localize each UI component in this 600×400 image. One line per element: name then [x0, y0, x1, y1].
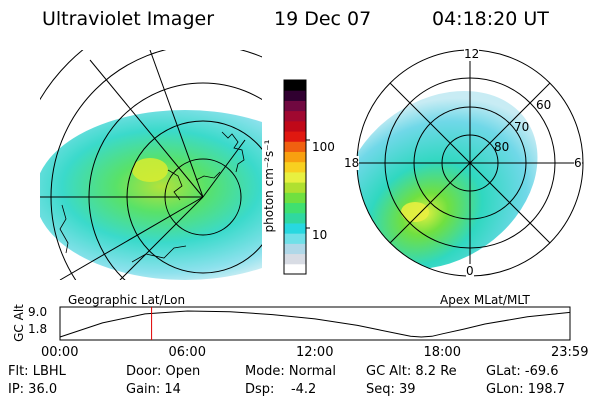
mlat-label-70: 70: [514, 120, 530, 134]
colorbar-segment: [284, 80, 306, 91]
geographic-map: [40, 50, 262, 280]
timeline-frame: [59, 306, 571, 341]
coastline: [131, 245, 187, 263]
colorbar: [283, 79, 310, 275]
instrument-title: Ultraviolet Imager: [42, 8, 215, 30]
date-label: 19 Dec 07: [274, 8, 372, 30]
altitude-axis-label: GC Alt: [12, 304, 26, 342]
time-tick-label: 18:00: [423, 345, 461, 360]
time-tick-label: 12:00: [296, 345, 334, 360]
coastline: [167, 169, 183, 201]
aurora-oval-right: [357, 90, 538, 270]
altitude-timeline: [59, 306, 571, 341]
colorbar-segment: [284, 192, 306, 204]
meridian-line: [149, 50, 204, 198]
colorbar-segment: [284, 131, 306, 142]
altitude-series-line: [59, 310, 571, 338]
info-field: Mode: Normal: [245, 364, 336, 379]
mlt-label-0: 0: [466, 264, 474, 278]
colorbar-segment: [284, 151, 306, 163]
colorbar-segment: [284, 100, 306, 112]
mlt-label-18: 18: [344, 156, 360, 170]
colorbar-segment: [284, 253, 306, 265]
info-field: IP: 36.0: [8, 382, 58, 397]
meridian-line: [202, 139, 246, 198]
colorbar-unit-label: photon cm⁻²s⁻¹: [262, 139, 276, 233]
mlt-label-12: 12: [464, 47, 480, 61]
colorbar-segment: [284, 141, 306, 152]
aurora-emission-left: [40, 110, 262, 280]
left-panel-caption: Geographic Lat/Lon: [68, 293, 186, 307]
info-field: Seq: 39: [366, 382, 416, 397]
colorbar-segment: [284, 182, 306, 193]
apex-polar-map: [356, 49, 584, 277]
info-field: GLat: -69.6: [486, 364, 559, 379]
time-tick-label: 00:00: [41, 345, 79, 360]
colorbar-segment: [284, 222, 306, 234]
colorbar-segment: [284, 90, 306, 101]
info-field: Gain: 14: [126, 382, 181, 397]
info-field: Dsp: -4.2: [245, 382, 317, 397]
meridian-line: [59, 196, 204, 280]
colorbar-tick-10: 10: [312, 228, 328, 242]
mlt-meridian: [389, 82, 551, 244]
info-field: Door: Open: [126, 364, 201, 379]
altitude-tick-high: 9.0: [28, 305, 48, 319]
colorbar-segment: [284, 120, 306, 132]
time-label: 04:18:20 UT: [432, 8, 549, 30]
time-tick-label: 06:00: [168, 345, 206, 360]
colorbar-segment: [284, 243, 306, 255]
coastline: [195, 171, 221, 181]
right-panel-caption: Apex MLat/MLT: [440, 293, 530, 307]
mlt-label-6: 6: [574, 156, 582, 170]
coastline: [59, 204, 69, 254]
colorbar-segment: [284, 110, 306, 122]
colorbar-segment: [284, 202, 306, 214]
info-field: Flt: LBHL: [8, 364, 66, 379]
info-field: GC Alt: 8.2 Re: [366, 364, 457, 379]
colorbar-segment: [284, 212, 306, 224]
info-field: GLon: 198.7: [486, 382, 566, 397]
altitude-tick-low: 1.8: [28, 322, 48, 336]
colorbar-segment: [284, 263, 306, 275]
meridian-line: [89, 59, 204, 198]
time-tick-label: 23:59: [551, 345, 589, 360]
aurora-hotspot-right: [401, 202, 429, 222]
colorbar-segment: [284, 233, 306, 244]
mlat-label-80: 80: [494, 140, 510, 154]
coastline: [221, 131, 245, 173]
colorbar-segment: [284, 171, 306, 183]
colorbar-segment: [284, 161, 306, 173]
aurora-hotspot-left: [132, 158, 168, 182]
meridian-line: [119, 196, 204, 280]
mlat-label-60: 60: [536, 98, 552, 112]
colorbar-border: [283, 79, 307, 275]
colorbar-tick-100: 100: [312, 140, 335, 154]
